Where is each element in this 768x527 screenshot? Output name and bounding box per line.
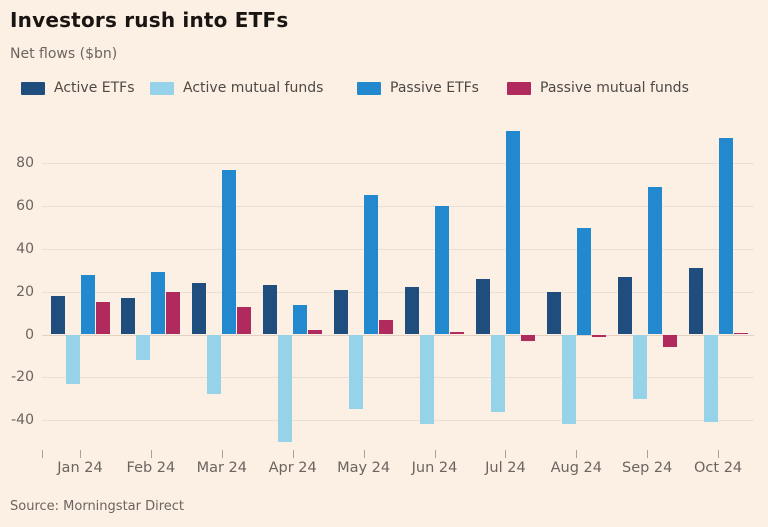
bar-passive-etfs	[435, 206, 449, 335]
x-axis-label: Sep 24	[621, 460, 673, 476]
chart-title: Investors rush into ETFs	[10, 8, 289, 32]
bar-active-etfs	[121, 298, 136, 335]
bar-passive-mutual-funds	[520, 334, 535, 341]
x-axis-tick	[221, 450, 223, 458]
bar-passive-etfs	[222, 169, 237, 335]
legend-item-passive-mutual-funds: Passive mutual funds	[507, 80, 689, 96]
y-axis-label: 20	[16, 283, 34, 300]
bar-passive-etfs	[505, 131, 520, 335]
bar-passive-etfs	[151, 272, 166, 335]
x-axis-label: Aug 24	[550, 460, 602, 476]
bar-active-etfs	[50, 295, 65, 335]
bar-passive-mutual-funds	[237, 306, 252, 335]
x-axis-label: Jul 24	[485, 460, 526, 476]
x-axis-tick	[80, 450, 81, 458]
x-axis-label: Mar 24	[196, 460, 247, 476]
x-axis-tick	[576, 450, 578, 458]
bar-passive-mutual-funds	[379, 319, 394, 335]
chart-legend: Active ETFs Active mutual funds Passive …	[0, 80, 768, 98]
bar-passive-mutual-funds	[450, 332, 464, 335]
bar-active-mutual-funds	[136, 334, 151, 361]
gridline	[42, 163, 754, 165]
bar-passive-mutual-funds	[95, 302, 110, 335]
bar-active-mutual-funds	[490, 334, 505, 412]
legend-label-active-etfs: Active ETFs	[54, 80, 135, 96]
legend-item-active-etfs: Active ETFs	[21, 80, 135, 96]
bar-active-etfs	[334, 289, 349, 335]
bar-active-mutual-funds	[65, 334, 80, 384]
gridline	[42, 206, 754, 208]
bar-active-etfs	[192, 283, 207, 335]
bar-passive-etfs	[718, 137, 733, 335]
gridline	[42, 291, 754, 293]
bar-passive-etfs	[293, 304, 308, 335]
x-axis-tick	[292, 450, 294, 458]
source-note: Source: Morningstar Direct	[10, 499, 185, 514]
bar-active-etfs	[546, 291, 561, 335]
x-axis-tick	[718, 450, 720, 458]
x-axis-label: Jan 24	[57, 460, 103, 476]
bar-active-etfs	[688, 268, 703, 335]
axis-edge-tick	[42, 450, 43, 458]
bar-active-mutual-funds	[349, 334, 364, 410]
legend-item-passive-etfs: Passive ETFs	[357, 80, 479, 96]
bar-active-mutual-funds	[207, 334, 222, 395]
x-axis-label: May 24	[337, 460, 391, 476]
legend-label-passive-etfs: Passive ETFs	[390, 80, 479, 96]
x-axis-label: Apr 24	[268, 460, 317, 476]
legend-swatch-passive-mutual-funds	[507, 81, 531, 95]
plot-area: 80 60 40 20 0 -20 -40 Jan 24 Feb 24 Mar 24 Apr 24 M…	[11, 112, 754, 476]
x-axis-tick	[434, 450, 436, 458]
bar-passive-etfs	[80, 274, 95, 335]
bar-active-etfs	[617, 276, 632, 335]
bar-active-etfs	[475, 278, 490, 335]
legend-item-active-mutual-funds: Active mutual funds	[150, 80, 323, 96]
zero-gridline	[42, 334, 754, 336]
y-axis-label: 40	[16, 240, 34, 257]
y-axis-label: -20	[11, 369, 34, 386]
bar-passive-mutual-funds	[166, 291, 181, 335]
x-axis-label: Jun 24	[411, 460, 458, 476]
x-axis-tick	[363, 450, 365, 458]
x-axis-tick	[505, 450, 507, 458]
bar-passive-mutual-funds	[591, 334, 606, 337]
bar-active-mutual-funds	[561, 334, 576, 425]
bar-active-etfs	[263, 285, 278, 335]
bar-passive-etfs	[364, 195, 379, 335]
y-axis-label: 0	[25, 326, 34, 343]
gridline	[42, 248, 754, 250]
bar-passive-mutual-funds	[733, 333, 748, 335]
gridline	[42, 377, 754, 379]
y-axis-label: 60	[16, 198, 34, 215]
legend-label-active-mutual-funds: Active mutual funds	[183, 80, 324, 96]
x-axis-tick	[647, 450, 649, 458]
bar-passive-etfs	[647, 186, 662, 335]
chart-subtitle: Net flows ($bn)	[10, 46, 118, 62]
x-axis-tick	[150, 450, 152, 458]
legend-swatch-active-etfs	[21, 81, 45, 95]
bar-active-mutual-funds	[703, 334, 718, 423]
bar-passive-mutual-funds	[308, 330, 323, 335]
legend-swatch-passive-etfs	[357, 81, 381, 95]
gridline	[42, 420, 754, 422]
legend-label-passive-mutual-funds: Passive mutual funds	[540, 80, 689, 96]
bar-active-etfs	[405, 287, 419, 335]
y-axis-label: 80	[16, 155, 34, 172]
y-axis-label: -40	[11, 412, 34, 429]
x-axis-label: Oct 24	[694, 460, 743, 476]
bar-active-mutual-funds	[632, 334, 647, 399]
legend-swatch-active-mutual-funds	[150, 81, 174, 95]
bar-active-mutual-funds	[420, 334, 434, 425]
bar-passive-mutual-funds	[662, 334, 677, 348]
x-axis-label: Feb 24	[126, 460, 176, 476]
bar-passive-etfs	[576, 227, 591, 335]
bar-active-mutual-funds	[278, 334, 293, 442]
